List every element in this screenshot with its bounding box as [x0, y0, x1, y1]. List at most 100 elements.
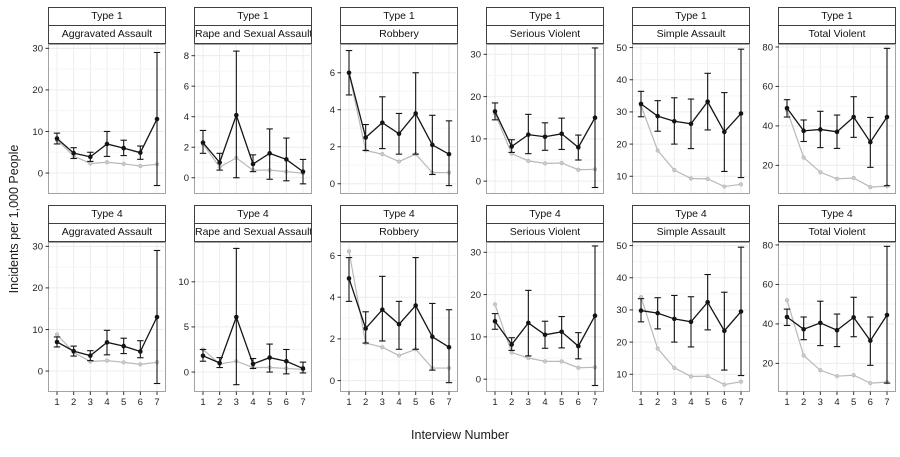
tick-label: 60: [762, 82, 773, 93]
facet-grid: Type 1 Aggravated Assault 0 10 20 30 Type 1 Rap…: [22, 7, 898, 408]
tick-label: 30: [616, 305, 627, 316]
tick-label: 5: [184, 322, 189, 333]
tick-label: 7: [446, 397, 451, 408]
tick-label: 6: [284, 397, 289, 408]
tick-label: 40: [616, 273, 627, 284]
tick-label: 0: [38, 366, 43, 377]
facet-type-4-rape-and-sexual-assault: Type 4 Rape and Sexual Assault 0 5 10 1 2 3 4 5 6 7: [168, 205, 313, 408]
facet-plot: 20 40 60 80: [762, 44, 896, 194]
facet-type-1-total-violent: Type 1 Total Violent 20 40 60 80: [752, 7, 897, 195]
facet-plot: 0 5 10 1 2 3 4 5 6 7: [178, 242, 312, 408]
tick-label: 5: [705, 397, 710, 408]
facet-plot: 0 10 20 30: [470, 44, 604, 194]
facet-plot: 10 20 30 40 50: [616, 44, 750, 194]
tick-label: 1: [200, 397, 205, 408]
tick-label: 3: [672, 397, 677, 408]
tick-label: 20: [616, 337, 627, 348]
facet-col-strip: Serious Violent: [486, 223, 604, 242]
tick-label: 2: [801, 397, 806, 408]
tick-label: 4: [396, 397, 401, 408]
tick-label: 0: [476, 374, 481, 385]
tick-label: 6: [184, 81, 189, 92]
tick-label: 10: [470, 332, 481, 343]
facet-col-strip: Rape and Sexual Assault: [194, 25, 312, 44]
facet-row-strip: Type 4: [632, 205, 750, 224]
facet-type-4-total-violent: Type 4 Total Violent 20 40 60 80 1 2 3 4 5 6 7: [752, 205, 897, 408]
tick-label: 7: [592, 397, 597, 408]
tick-label: 10: [616, 172, 627, 183]
tick-label: 4: [184, 112, 189, 123]
tick-label: 50: [616, 44, 627, 54]
facet-type-4-robbery: Type 4 Robbery 0 2 4 6 1 2 3 4 5 6 7: [314, 205, 459, 408]
tick-label: 3: [88, 397, 93, 408]
x-axis-title: Interview Number: [411, 428, 509, 442]
facet-col-strip: Total Violent: [778, 25, 896, 44]
facet-type-1-serious-violent: Type 1 Serious Violent 0 10 20 30: [460, 7, 605, 195]
tick-label: 10: [178, 277, 189, 288]
tick-label: 5: [121, 397, 126, 408]
facet-col-strip: Simple Assault: [632, 223, 750, 242]
facet-row-strip: Type 4: [48, 205, 166, 224]
facet-type-1-aggravated-assault: Type 1 Aggravated Assault 0 10 20 30: [22, 7, 167, 195]
tick-label: 5: [559, 397, 564, 408]
tick-label: 2: [217, 397, 222, 408]
facet-plot: 0 2 4 6: [330, 44, 458, 194]
tick-label: 1: [346, 397, 351, 408]
tick-label: 6: [868, 397, 873, 408]
facet-plot: 20 40 60 80 1 2 3 4 5 6 7: [762, 242, 896, 408]
tick-label: 80: [762, 44, 773, 53]
facet-plot: 0 10 20 30 1 2 3 4 5 6 7: [32, 242, 166, 408]
tick-label: 10: [32, 127, 43, 138]
tick-label: 80: [762, 242, 773, 251]
tick-label: 30: [32, 242, 43, 253]
facet-plot: 0 2 4 6 8: [184, 44, 312, 194]
facet-row-strip: Type 1: [632, 7, 750, 26]
facet-col-strip: Robbery: [340, 223, 458, 242]
tick-label: 20: [762, 359, 773, 370]
tick-label: 1: [54, 397, 59, 408]
tick-label: 2: [363, 397, 368, 408]
tick-label: 0: [330, 179, 335, 190]
tick-label: 0: [476, 176, 481, 187]
tick-label: 0: [184, 173, 189, 184]
facet-row-strip: Type 1: [194, 7, 312, 26]
facet-plot: 0 10 20 30 1 2 3 4 5 6 7: [470, 242, 604, 408]
facet-row-strip: Type 4: [486, 205, 604, 224]
tick-label: 0: [38, 168, 43, 179]
facet-row-strip: Type 4: [194, 205, 312, 224]
tick-label: 6: [722, 397, 727, 408]
tick-label: 10: [32, 325, 43, 336]
tick-label: 30: [616, 107, 627, 118]
facet-row-strip: Type 1: [48, 7, 166, 26]
tick-label: 3: [526, 397, 531, 408]
tick-label: 30: [470, 248, 481, 259]
tick-label: 6: [430, 397, 435, 408]
tick-label: 6: [138, 397, 143, 408]
tick-label: 4: [688, 397, 693, 408]
facet-type-4-aggravated-assault: Type 4 Aggravated Assault 0 10 20 30 1 2 3 4 5 6 7: [22, 205, 167, 408]
facet-type-4-serious-violent: Type 4 Serious Violent 0 10 20 30 1 2 3 4 5 6 7: [460, 205, 605, 408]
tick-label: 4: [834, 397, 839, 408]
tick-label: 4: [250, 397, 255, 408]
tick-label: 5: [267, 397, 272, 408]
tick-label: 4: [104, 397, 109, 408]
tick-label: 3: [234, 397, 239, 408]
tick-label: 60: [762, 280, 773, 291]
tick-label: 20: [762, 161, 773, 172]
facet-type-1-simple-assault: Type 1 Simple Assault 10 20 30 40 50: [606, 7, 751, 195]
tick-label: 8: [184, 51, 189, 62]
facet-type-1-rape-and-sexual-assault: Type 1 Rape and Sexual Assault 0 2 4 6 8: [168, 7, 313, 195]
tick-label: 3: [818, 397, 823, 408]
facet-row-strip: Type 4: [340, 205, 458, 224]
tick-label: 6: [330, 68, 335, 79]
facet-col-strip: Serious Violent: [486, 25, 604, 44]
facet-plot: 0 10 20 30: [32, 44, 166, 194]
tick-label: 40: [762, 319, 773, 330]
tick-label: 10: [470, 134, 481, 145]
facet-row-strip: Type 4: [778, 205, 896, 224]
tick-label: 1: [492, 397, 497, 408]
facet-row-strip: Type 1: [486, 7, 604, 26]
tick-label: 1: [638, 397, 643, 408]
facet-plot: 10 20 30 40 50 1 2 3 4 5 6 7: [616, 242, 750, 408]
